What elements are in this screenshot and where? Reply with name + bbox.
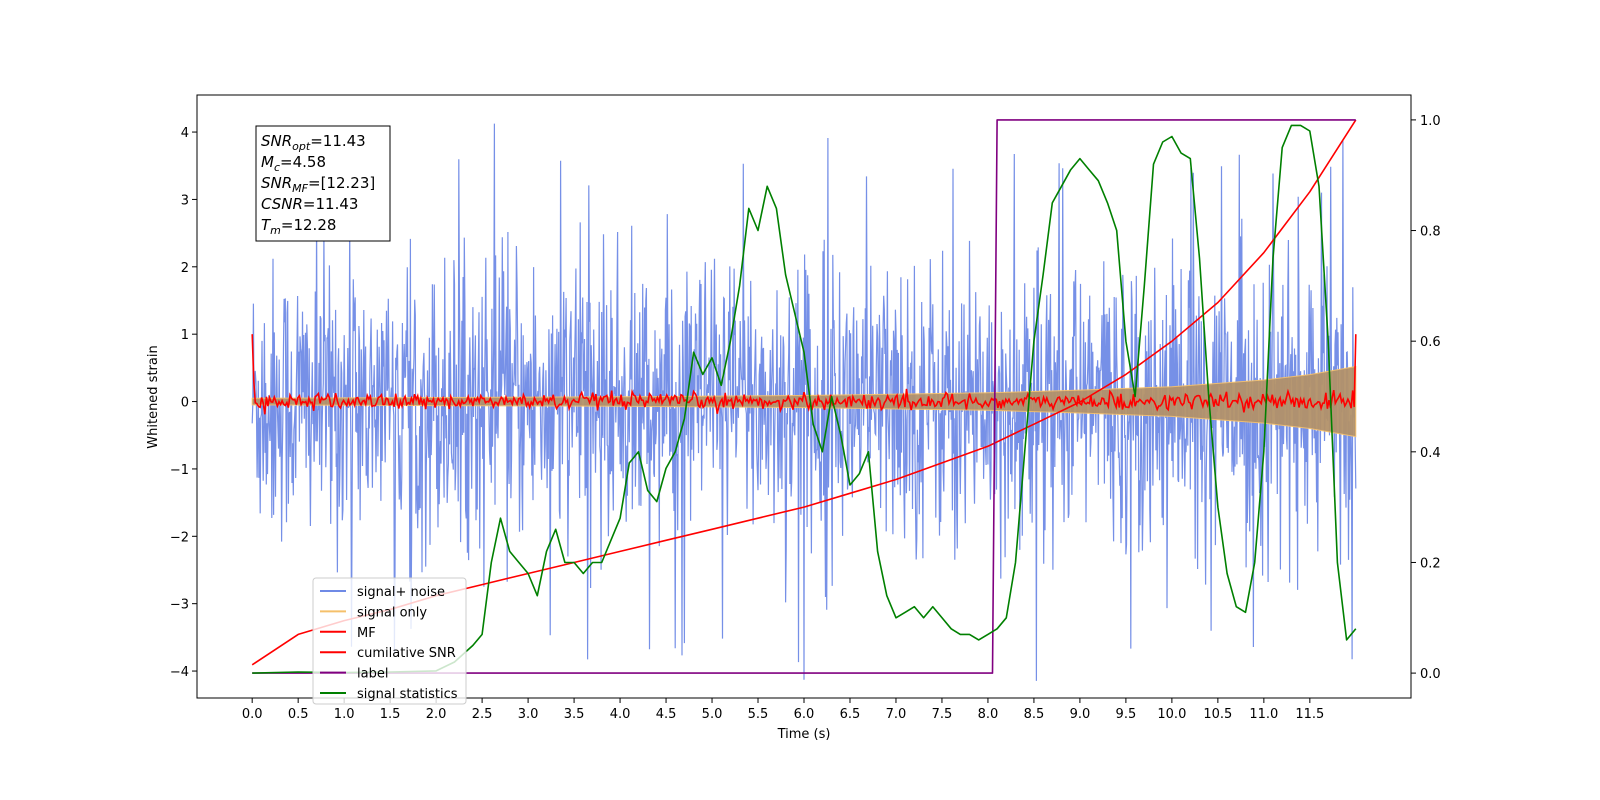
annotation-subscript-2: MF <box>292 182 308 195</box>
y-tick-label-1: 3 <box>181 193 189 208</box>
annotation-subscript-0: opt <box>292 140 311 153</box>
legend-label-3: cumilative SNR <box>357 646 456 661</box>
legend-label-4: label <box>357 667 388 682</box>
x-tick-label-21: 10.5 <box>1203 707 1232 722</box>
x-tick-label-6: 3.0 <box>518 707 539 722</box>
x-tick-label-0: 0.0 <box>242 707 263 722</box>
x-tick-label-14: 7.0 <box>886 707 907 722</box>
annotation-symbol-0: SNR <box>261 132 292 150</box>
x-tick-label-18: 9.0 <box>1070 707 1091 722</box>
x-tick-label-19: 9.5 <box>1116 707 1137 722</box>
annotation-line-4: Tm=12.28 <box>261 216 336 237</box>
x-tick-label-2: 1.0 <box>334 707 355 722</box>
x-tick-label-8: 4.0 <box>610 707 631 722</box>
y-tick-label-7: −3 <box>170 598 189 613</box>
x-tick-label-12: 6.0 <box>794 707 815 722</box>
y2-tick-label-0: 1.0 <box>1420 114 1441 129</box>
x-tick-label-15: 7.5 <box>932 707 953 722</box>
legend: signal+ noise signal only MF cumilative SNR… <box>312 577 467 705</box>
series-1 <box>251 365 1357 438</box>
annotation-value-3: =11.43 <box>303 195 359 213</box>
series-5 <box>252 124 1357 674</box>
y-tick-label-2: 2 <box>181 261 189 276</box>
annotation-box: SNRopt=11.43Mc=4.58SNRMF=[12.23]CSNR=11.… <box>255 125 391 242</box>
legend-label-1: signal only <box>357 605 427 620</box>
y-tick-label-3: 1 <box>181 328 189 343</box>
y-axis-left: 4 3 2 1 0 −1 −2 −3 −4 <box>170 126 197 680</box>
annotation-symbol-1: M <box>261 153 274 171</box>
annotation-line-0: SNRopt=11.43 <box>261 132 366 153</box>
y-axis-right: 1.0 0.8 0.6 0.4 0.2 0.0 <box>1411 114 1441 682</box>
y2-tick-label-4: 0.2 <box>1420 556 1441 571</box>
annotation-symbol-2: SNR <box>261 174 292 192</box>
legend-frame <box>312 577 467 705</box>
x-tick-label-22: 11.0 <box>1249 707 1278 722</box>
annotation-value-4: =12.28 <box>281 216 337 234</box>
annotation-value-2: =[12.23] <box>308 174 375 192</box>
annotation-subscript-1: c <box>274 161 280 174</box>
annotation-line-3: CSNR=11.43 <box>261 195 358 213</box>
annotation-frame <box>255 125 391 242</box>
legend-label-5: signal statistics <box>357 687 458 702</box>
x-tick-label-16: 8.0 <box>978 707 999 722</box>
x-tick-label-23: 11.5 <box>1295 707 1324 722</box>
annotation-symbol-4: T <box>261 216 272 234</box>
x-tick-label-3: 1.5 <box>380 707 401 722</box>
x-tick-label-7: 3.5 <box>564 707 585 722</box>
x-tick-label-1: 0.5 <box>288 707 309 722</box>
x-tick-label-17: 8.5 <box>1024 707 1045 722</box>
series-4 <box>252 119 1356 674</box>
x-tick-label-5: 2.5 <box>472 707 493 722</box>
annotation-value-0: =11.43 <box>310 132 366 150</box>
legend-label-2: MF <box>357 626 376 641</box>
annotation-subscript-4: m <box>270 224 281 237</box>
x-tick-label-11: 5.5 <box>748 707 769 722</box>
annotation-line-1: Mc=4.58 <box>261 153 326 174</box>
annotation-line-2: SNRMF=[12.23] <box>261 174 375 195</box>
y2-tick-label-2: 0.6 <box>1420 335 1441 350</box>
y2-tick-label-3: 0.4 <box>1420 446 1441 461</box>
y2-tick-label-1: 0.8 <box>1420 225 1441 240</box>
y-tick-label-8: −4 <box>170 665 189 680</box>
y-tick-label-6: −2 <box>170 530 189 545</box>
x-tick-label-20: 10.0 <box>1157 707 1186 722</box>
series-0 <box>251 123 1357 681</box>
legend-label-0: signal+ noise <box>357 585 445 600</box>
annotation-symbol-3: CSNR <box>261 195 303 213</box>
x-tick-label-13: 6.5 <box>840 707 861 722</box>
series-2 <box>251 334 1357 415</box>
x-tick-label-4: 2.0 <box>426 707 447 722</box>
x-tick-label-9: 4.5 <box>656 707 677 722</box>
y2-tick-label-5: 0.0 <box>1420 667 1441 682</box>
x-axis: 0.0 0.5 1.0 1.5 2.0 2.5 3.0 3.5 4.0 4.5 5.0 5.5 6.0 6… <box>242 698 1324 722</box>
annotation-value-1: =4.58 <box>280 153 326 171</box>
x-axis-label: Time (s) <box>777 727 831 742</box>
y-tick-label-4: 0 <box>181 396 189 411</box>
y-tick-label-5: −1 <box>170 463 189 478</box>
y-tick-label-0: 4 <box>181 126 189 141</box>
y-axis-label: Whitened strain <box>146 345 161 448</box>
x-tick-label-10: 5.0 <box>702 707 723 722</box>
